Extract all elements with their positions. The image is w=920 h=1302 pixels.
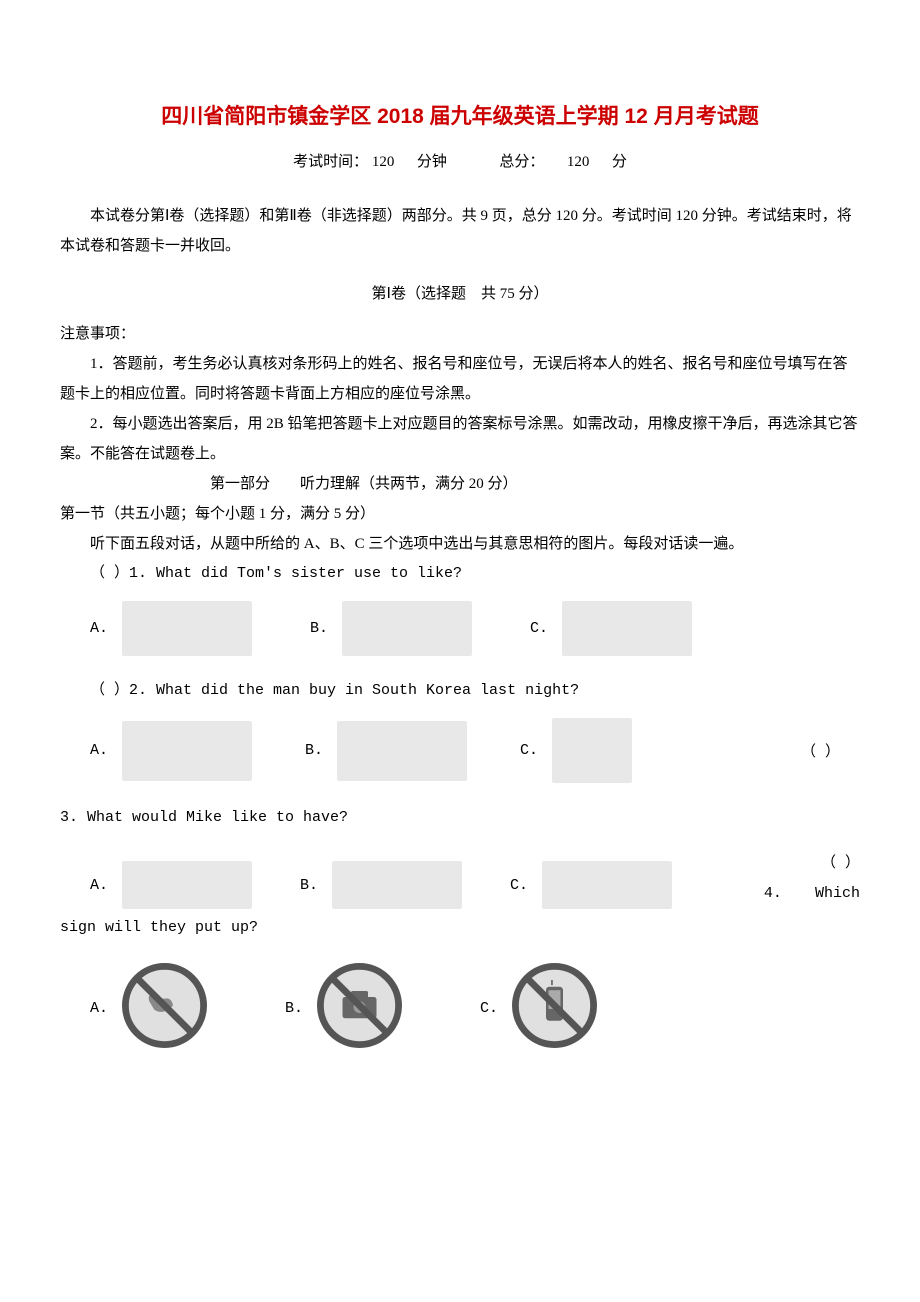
q3-option-a-image [122,861,252,909]
option-a-label: A. [90,620,108,637]
exam-meta: 考试时间： 120 分钟 总分： 120 分 [60,150,860,171]
q3-options-row: A. B. C. （ ） 4. Which [60,849,860,913]
question-3: 3. What would Mike like to have? [60,803,860,833]
notice-label: 注意事项： [60,319,860,349]
option-a-label: A. [90,742,108,759]
question-2: （ ）2. What did the man buy in South Kore… [60,676,860,706]
section1-header: 第Ⅰ卷（选择题 共 75 分） [60,279,860,309]
q3-paren: （ ） [801,740,840,761]
listening-sub1: 第一节（共五小题；每个小题 1 分，满分 5 分） [60,499,860,529]
time-label: 考试时间： [293,154,368,170]
q1-option-b-image [342,601,472,656]
q2-option-b-image [337,721,467,781]
q4-option-c-image [512,963,597,1053]
option-b-label: B. [300,877,318,894]
option-c-label: C. [480,1000,498,1017]
intro-paragraph: 本试卷分第Ⅰ卷（选择题）和第Ⅱ卷（非选择题）两部分。共 9 页，总分 120 分… [60,201,860,261]
question-4-line2: sign will they put up? [60,913,860,943]
listening-header: 第一部分 听力理解（共两节，满分 20 分） [210,469,860,499]
notice-1: 1．答题前，考生务必认真核对条形码上的姓名、报名号和座位号，无误后将本人的姓名、… [60,349,860,409]
exam-title: 四川省简阳市镇金学区 2018 届九年级英语上学期 12 月月考试题 [60,100,860,130]
notice-2: 2．每小题选出答案后，用 2B 铅笔把答题卡上对应题目的答案标号涂黑。如需改动，… [60,409,860,469]
time-unit: 分钟 [417,154,447,170]
q3-option-c-image [542,861,672,909]
option-c-label: C. [520,742,538,759]
q1-option-a-image [122,601,252,656]
q4-num: 4. [764,885,782,902]
score-label: 总分： [499,154,544,170]
option-c-label: C. [530,620,548,637]
q4-option-b-image [317,963,402,1053]
option-a-label: A. [90,1000,108,1017]
score-unit: 分 [612,154,627,170]
q4-options: A. B. C. [60,963,860,1053]
q2-options: A. B. C. （ ） [60,718,860,783]
q4-text: Which [815,885,860,902]
q3-option-b-image [332,861,462,909]
question-1: （ ）1. What did Tom's sister use to like? [60,559,860,589]
q2-option-c-image [552,718,632,783]
option-a-label: A. [90,877,108,894]
q1-option-c-image [562,601,692,656]
option-b-label: B. [310,620,328,637]
option-b-label: B. [305,742,323,759]
option-b-label: B. [285,1000,303,1017]
q1-options: A. B. C. [60,601,860,656]
time-value: 120 [372,154,395,170]
q2-option-a-image [122,721,252,781]
listening-instruction: 听下面五段对话，从题中所给的 A、B、C 三个选项中选出与其意思相符的图片。每段… [60,529,860,559]
q4-option-a-image [122,963,207,1053]
option-c-label: C. [510,877,528,894]
q4-paren: （ ） [764,849,860,879]
score-value: 120 [567,154,590,170]
